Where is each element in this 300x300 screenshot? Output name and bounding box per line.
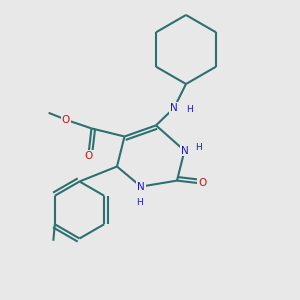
Text: H: H (136, 198, 143, 207)
Text: N: N (170, 103, 178, 113)
Text: H: H (186, 105, 193, 114)
Text: N: N (137, 182, 145, 192)
Text: N: N (181, 146, 188, 156)
Text: O: O (198, 178, 206, 188)
Text: H: H (195, 142, 201, 152)
Text: O: O (62, 115, 70, 125)
Text: O: O (85, 151, 93, 161)
